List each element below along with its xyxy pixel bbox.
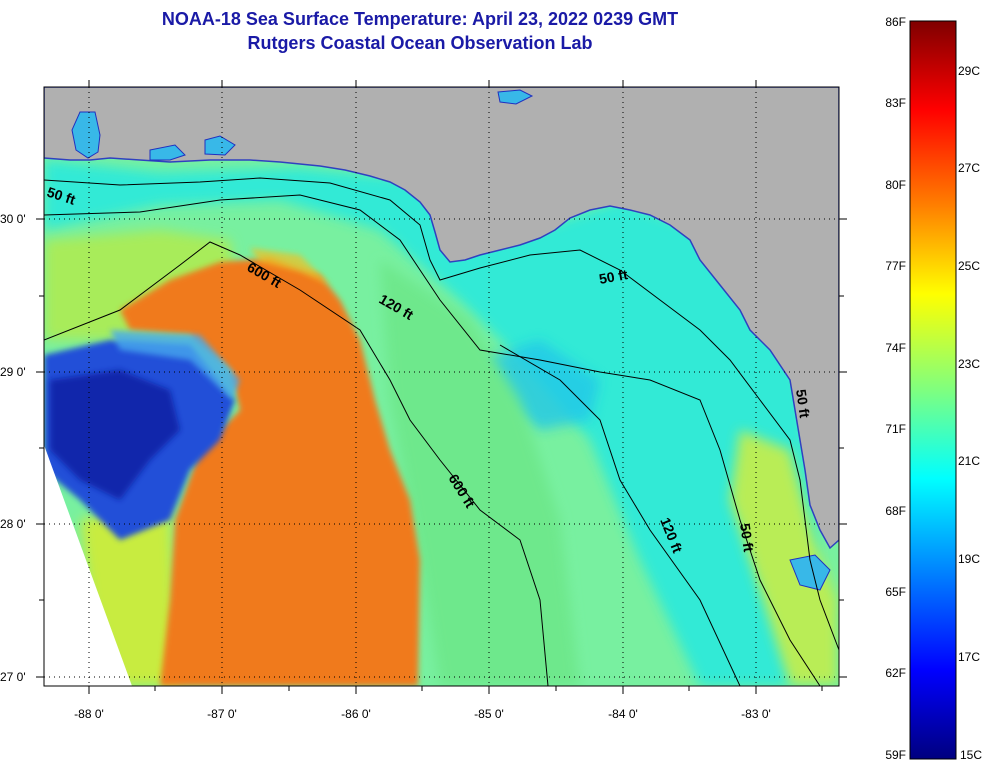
colorbar-f-labels: 86F 83F 80F 77F 74F 71F 68F 65F 62F 59F [885, 15, 906, 762]
map-area [44, 87, 839, 686]
lat-label: 29 0' [0, 365, 26, 379]
colorbar-ramp [909, 20, 957, 760]
lon-label: -85 0' [474, 707, 504, 721]
lon-label: -83 0' [741, 707, 771, 721]
green-strip [380, 260, 580, 686]
c-label: 17C [958, 650, 980, 664]
f-label: 86F [885, 15, 906, 29]
contour-50ft-west [44, 177, 839, 651]
c-label: 19C [958, 552, 980, 566]
f-label: 80F [885, 178, 906, 192]
longitude-labels: -88 0' -87 0' -86 0' -85 0' -84 0' -83 0… [74, 707, 771, 721]
bathymetry-contours [44, 177, 839, 686]
f-label: 65F [885, 585, 906, 599]
c-label: 25C [958, 259, 980, 273]
lon-label: -84 0' [608, 707, 638, 721]
lat-label: 28 0' [0, 517, 26, 531]
f-label: 77F [885, 259, 906, 273]
lon-label: -88 0' [74, 707, 104, 721]
map-frame [43, 86, 840, 687]
contour-label-50ft-coast: 50 ft [793, 388, 813, 419]
no-data-region [44, 445, 132, 686]
land-mass [44, 87, 839, 550]
cold-patch-core [50, 370, 180, 500]
contour-label-50ft-east: 50 ft [598, 266, 629, 287]
mobile-bay [71, 111, 101, 159]
colorbar-c-labels: 29C 27C 25C 23C 21C 19C 17C 15C [958, 64, 982, 762]
warm-core [120, 258, 420, 686]
latitude-labels: 30 0' 29 0' 28 0' 27 0' [0, 212, 26, 684]
coastal-band [730, 430, 839, 686]
c-label: 23C [958, 357, 980, 371]
f-label: 74F [885, 341, 906, 355]
tick-marks [36, 80, 847, 694]
lake-okeechobee [497, 89, 534, 105]
pensacola-bay [149, 144, 186, 161]
c-label: 21C [958, 454, 980, 468]
lon-label: -87 0' [207, 707, 237, 721]
contour-50ft-east [499, 344, 741, 686]
tampa-bay [789, 554, 831, 591]
warm-rim [250, 248, 330, 285]
choctaw-bay [204, 135, 236, 156]
contour-120ft [44, 194, 821, 686]
shelf-water [44, 160, 839, 686]
f-label: 62F [885, 666, 906, 680]
map-title: NOAA-18 Sea Surface Temperature: April 2… [161, 9, 679, 29]
lon-label: -86 0' [341, 707, 371, 721]
c-label: 15C [960, 748, 982, 762]
lat-label: 27 0' [0, 670, 26, 684]
f-label: 68F [885, 504, 906, 518]
f-label: 71F [885, 422, 906, 436]
f-label: 59F [885, 748, 906, 762]
cold-fringe [110, 330, 240, 400]
map-subtitle: Rutgers Coastal Ocean Observation Lab [247, 33, 593, 53]
contour-600ft [44, 241, 549, 686]
c-label: 27C [958, 161, 980, 175]
lat-label: 30 0' [0, 212, 26, 226]
f-label: 83F [885, 96, 906, 110]
contour-label-50ft-south: 50 ft [737, 522, 757, 553]
c-label: 29C [958, 64, 980, 78]
colorbar: 86F 83F 80F 77F 74F 71F 68F 65F 62F 59F … [885, 15, 982, 762]
